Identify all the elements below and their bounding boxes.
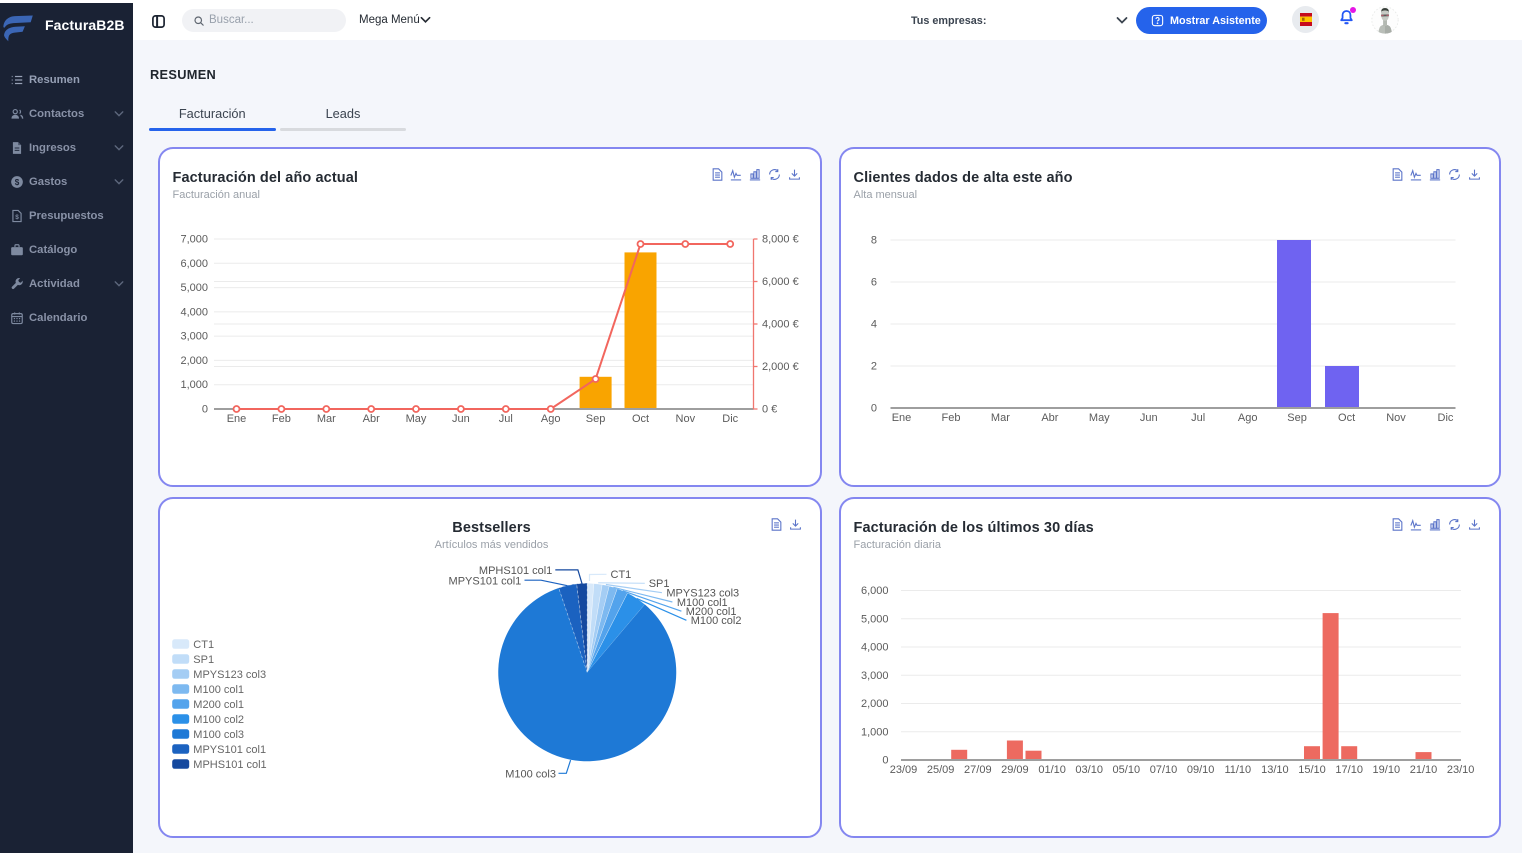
svg-text:M100 col1: M100 col1	[193, 684, 244, 696]
svg-text:3,000: 3,000	[180, 331, 208, 343]
svg-text:1,000: 1,000	[860, 726, 888, 738]
svg-text:May: May	[1088, 412, 1109, 424]
svg-text:4,000: 4,000	[180, 306, 208, 318]
svg-text:8,000 €: 8,000 €	[762, 234, 799, 246]
svg-text:0: 0	[882, 755, 888, 767]
svg-text:6: 6	[870, 277, 876, 289]
svg-text:Nov: Nov	[675, 413, 695, 425]
svg-text:SP1: SP1	[193, 654, 214, 666]
svg-text:6,000 €: 6,000 €	[762, 276, 799, 288]
svg-text:4,000: 4,000	[860, 642, 888, 654]
svg-text:2,000 €: 2,000 €	[762, 361, 799, 373]
svg-text:01/10: 01/10	[1038, 764, 1066, 776]
svg-text:Mar: Mar	[316, 413, 335, 425]
svg-text:2,000: 2,000	[860, 698, 888, 710]
svg-text:SP1: SP1	[648, 578, 669, 590]
svg-text:1,000: 1,000	[180, 379, 208, 391]
svg-text:4: 4	[870, 319, 876, 331]
svg-text:Dic: Dic	[722, 413, 738, 425]
svg-text:Jun: Jun	[452, 413, 470, 425]
svg-text:8: 8	[870, 235, 876, 247]
svg-text:5,000: 5,000	[860, 613, 888, 625]
svg-text:Oct: Oct	[1338, 412, 1355, 424]
svg-text:21/10: 21/10	[1409, 764, 1437, 776]
svg-text:M100 col3: M100 col3	[193, 729, 244, 741]
svg-text:Abr: Abr	[1041, 412, 1058, 424]
svg-text:$: $	[14, 177, 19, 186]
svg-text:Ene: Ene	[891, 412, 911, 424]
svg-text:2,000: 2,000	[180, 355, 208, 367]
svg-text:05/10: 05/10	[1112, 764, 1140, 776]
svg-text:19/10: 19/10	[1372, 764, 1400, 776]
svg-text:Jul: Jul	[498, 413, 512, 425]
svg-text:Sep: Sep	[585, 413, 605, 425]
svg-text:Ago: Ago	[540, 413, 560, 425]
svg-text:Sep: Sep	[1287, 412, 1307, 424]
svg-text:23/09: 23/09	[889, 764, 917, 776]
svg-text:Ago: Ago	[1237, 412, 1257, 424]
svg-text:M200 col1: M200 col1	[193, 699, 244, 711]
svg-text:MPYS123 col3: MPYS123 col3	[666, 588, 739, 600]
svg-text:6,000: 6,000	[180, 258, 208, 270]
svg-text:M100 col2: M100 col2	[193, 714, 244, 726]
svg-text:Jun: Jun	[1139, 412, 1157, 424]
svg-text:M100 col1: M100 col1	[676, 597, 727, 609]
svg-text:3,000: 3,000	[860, 670, 888, 682]
svg-text:15/10: 15/10	[1298, 764, 1326, 776]
svg-text:03/10: 03/10	[1075, 764, 1103, 776]
svg-text:Mar: Mar	[990, 412, 1009, 424]
svg-text:17/10: 17/10	[1335, 764, 1363, 776]
svg-text:Abr: Abr	[362, 413, 379, 425]
svg-text:5,000: 5,000	[180, 282, 208, 294]
svg-text:4,000 €: 4,000 €	[762, 319, 799, 331]
svg-text:25/09: 25/09	[926, 764, 954, 776]
svg-text:$: $	[15, 213, 19, 220]
svg-text:Feb: Feb	[271, 413, 290, 425]
svg-text:0 €: 0 €	[762, 404, 777, 416]
svg-text:7,000: 7,000	[180, 234, 208, 246]
svg-text:MPYS101 col1: MPYS101 col1	[193, 744, 266, 756]
svg-text:CT1: CT1	[193, 639, 214, 651]
svg-text:MPYS123 col3: MPYS123 col3	[193, 669, 266, 681]
svg-text:CT1: CT1	[610, 569, 631, 581]
svg-text:29/09: 29/09	[1001, 764, 1029, 776]
svg-text:27/09: 27/09	[964, 764, 992, 776]
svg-text:13/10: 13/10	[1261, 764, 1289, 776]
svg-text:11/10: 11/10	[1224, 764, 1251, 776]
svg-text:6,000: 6,000	[860, 585, 888, 597]
svg-text:Oct: Oct	[631, 413, 648, 425]
svg-text:MPHS101 col1: MPHS101 col1	[193, 759, 266, 771]
svg-text:Dic: Dic	[1437, 412, 1453, 424]
svg-text:MPHS101 col1: MPHS101 col1	[478, 565, 551, 577]
svg-text:23/10: 23/10	[1446, 764, 1474, 776]
svg-text:09/10: 09/10	[1186, 764, 1214, 776]
svg-text:07/10: 07/10	[1149, 764, 1177, 776]
svg-text:0: 0	[870, 403, 876, 415]
svg-text:Jul: Jul	[1191, 412, 1205, 424]
svg-text:M200 col1: M200 col1	[685, 606, 736, 618]
svg-text:Ene: Ene	[226, 413, 246, 425]
svg-text:Nov: Nov	[1386, 412, 1406, 424]
svg-text:M100 col2: M100 col2	[690, 615, 741, 627]
svg-text:Feb: Feb	[941, 412, 960, 424]
svg-text:MPYS101 col1: MPYS101 col1	[448, 575, 521, 587]
svg-text:May: May	[405, 413, 426, 425]
svg-text:M100 col3: M100 col3	[505, 768, 556, 780]
svg-text:0: 0	[201, 404, 207, 416]
svg-text:2: 2	[870, 361, 876, 373]
